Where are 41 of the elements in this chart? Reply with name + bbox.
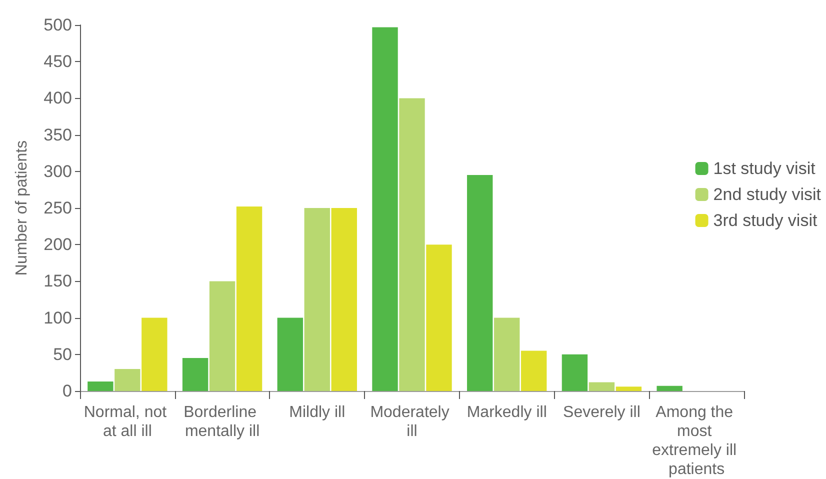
y-tick-label: 0 (62, 382, 72, 400)
bar (616, 386, 642, 391)
bar (494, 318, 520, 391)
bar (399, 98, 425, 391)
x-tick-label: Severely ill (563, 404, 640, 421)
bar (372, 27, 398, 391)
bar (588, 382, 615, 391)
legend-label: 3rd study visit (713, 211, 818, 230)
y-tick-label: 350 (44, 125, 72, 144)
bar (182, 358, 208, 391)
x-tick-label: Mildly ill (289, 404, 346, 421)
legend-label: 2nd study visit (713, 185, 822, 204)
x-tick-label: Among the most extremely ill patients (652, 404, 742, 478)
x-tick-label: Borderline mentally ill (184, 404, 261, 440)
y-tick-label: 50 (53, 344, 72, 364)
bar (467, 175, 493, 391)
x-tick-label: Markedly ill (466, 404, 547, 421)
y-tick-label: 200 (44, 235, 72, 254)
bar (277, 318, 304, 391)
y-tick-label: 150 (44, 272, 72, 291)
x-tick-label: Normal, not at all ill (84, 404, 171, 440)
y-tick-label: 400 (44, 88, 72, 108)
legend-label: 1st study visit (713, 159, 816, 178)
bar (304, 208, 330, 391)
bar (209, 281, 236, 391)
bar (142, 318, 168, 391)
x-tick-label: Moderately ill (370, 404, 454, 440)
bar (236, 206, 262, 391)
bar (520, 350, 547, 391)
bar (426, 244, 452, 391)
y-tick-label: 500 (44, 16, 72, 34)
y-tick-label: 250 (44, 198, 72, 218)
bar (562, 354, 588, 391)
bar (114, 369, 140, 391)
y-axis-title: Number of patients (14, 140, 30, 276)
bar (656, 386, 682, 391)
bar (88, 381, 114, 391)
bar (331, 208, 357, 391)
y-tick-label: 450 (44, 52, 72, 72)
y-tick-label: 100 (44, 308, 72, 328)
y-tick-label: 300 (44, 162, 72, 181)
